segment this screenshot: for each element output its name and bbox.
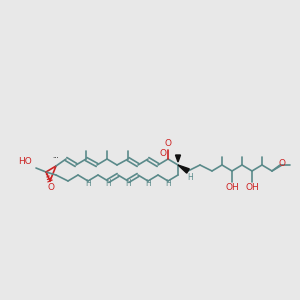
Text: O: O [278,160,286,169]
Text: H: H [145,178,151,188]
Text: H: H [187,172,193,182]
Text: OH: OH [225,182,239,191]
Text: H: H [125,178,131,188]
Text: O: O [164,140,172,148]
Text: O: O [160,149,167,158]
Text: H: H [165,178,171,188]
Polygon shape [176,155,181,162]
Polygon shape [178,165,189,173]
Text: HO: HO [18,158,32,166]
Text: H: H [85,178,91,188]
Text: H: H [105,178,111,188]
Text: O: O [47,184,55,193]
Text: OH: OH [245,182,259,191]
Text: ···: ··· [52,155,59,161]
